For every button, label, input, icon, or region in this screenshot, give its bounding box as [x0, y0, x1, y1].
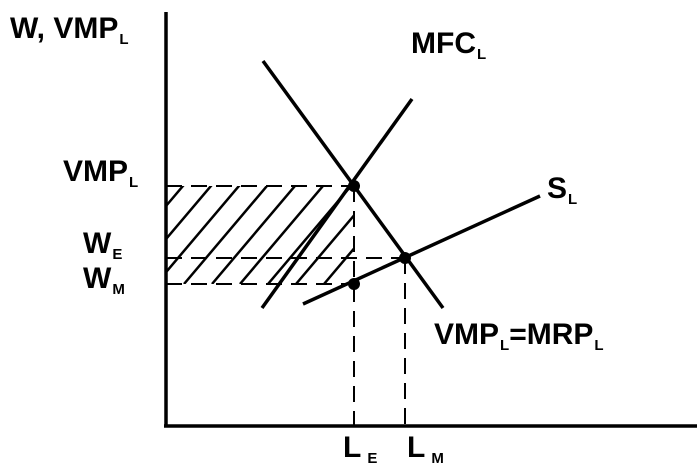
y-axis-label-main: W, VMP	[10, 12, 119, 45]
y-tick-vmp-main: VMP	[63, 155, 129, 188]
demand-label: VMPL=MRPL	[434, 318, 604, 354]
demand-label-mrp-sub: L	[594, 337, 604, 354]
demand-label-vmp: VMP	[434, 318, 500, 351]
x-tick-le-main: L	[343, 431, 362, 464]
point-competitive-equilibrium	[399, 252, 411, 264]
axes	[164, 12, 697, 428]
mfc-label: MFCL	[411, 27, 486, 63]
dashed-guides	[166, 185, 406, 426]
y-tick-vmp-sub: L	[129, 174, 139, 191]
y-tick-we-sub: E	[112, 246, 123, 263]
x-tick-lm-main: L	[407, 431, 426, 464]
supply-label: SL	[547, 172, 577, 208]
y-axis-label-sub: L	[119, 31, 129, 48]
supply-label-main: S	[547, 172, 568, 205]
demand-label-vmp-sub: L	[500, 337, 510, 354]
y-tick-we-main: W	[83, 227, 112, 260]
hatched-area	[166, 186, 354, 284]
curves	[260, 59, 541, 310]
demand-label-mrp: =MRP	[509, 318, 594, 351]
x-tick-le-sub: E	[367, 450, 378, 467]
supply-curve	[302, 194, 541, 306]
points	[348, 180, 411, 290]
point-wm-le	[348, 278, 360, 290]
y-axis-label: W, VMPL	[10, 12, 129, 48]
y-tick-wm-sub: M	[112, 281, 125, 298]
y-tick-we: WE	[83, 227, 122, 263]
y-tick-wm: WM	[83, 262, 125, 298]
point-vmp-le	[348, 180, 360, 192]
supply-label-sub: L	[568, 191, 578, 208]
mfc-label-main: MFC	[411, 27, 476, 60]
mfc-curve	[260, 97, 414, 310]
x-tick-lm-sub: M	[431, 450, 444, 467]
y-tick-vmp: VMPL	[63, 155, 138, 191]
y-tick-wm-main: W	[83, 262, 112, 295]
mfc-label-sub: L	[476, 46, 487, 63]
